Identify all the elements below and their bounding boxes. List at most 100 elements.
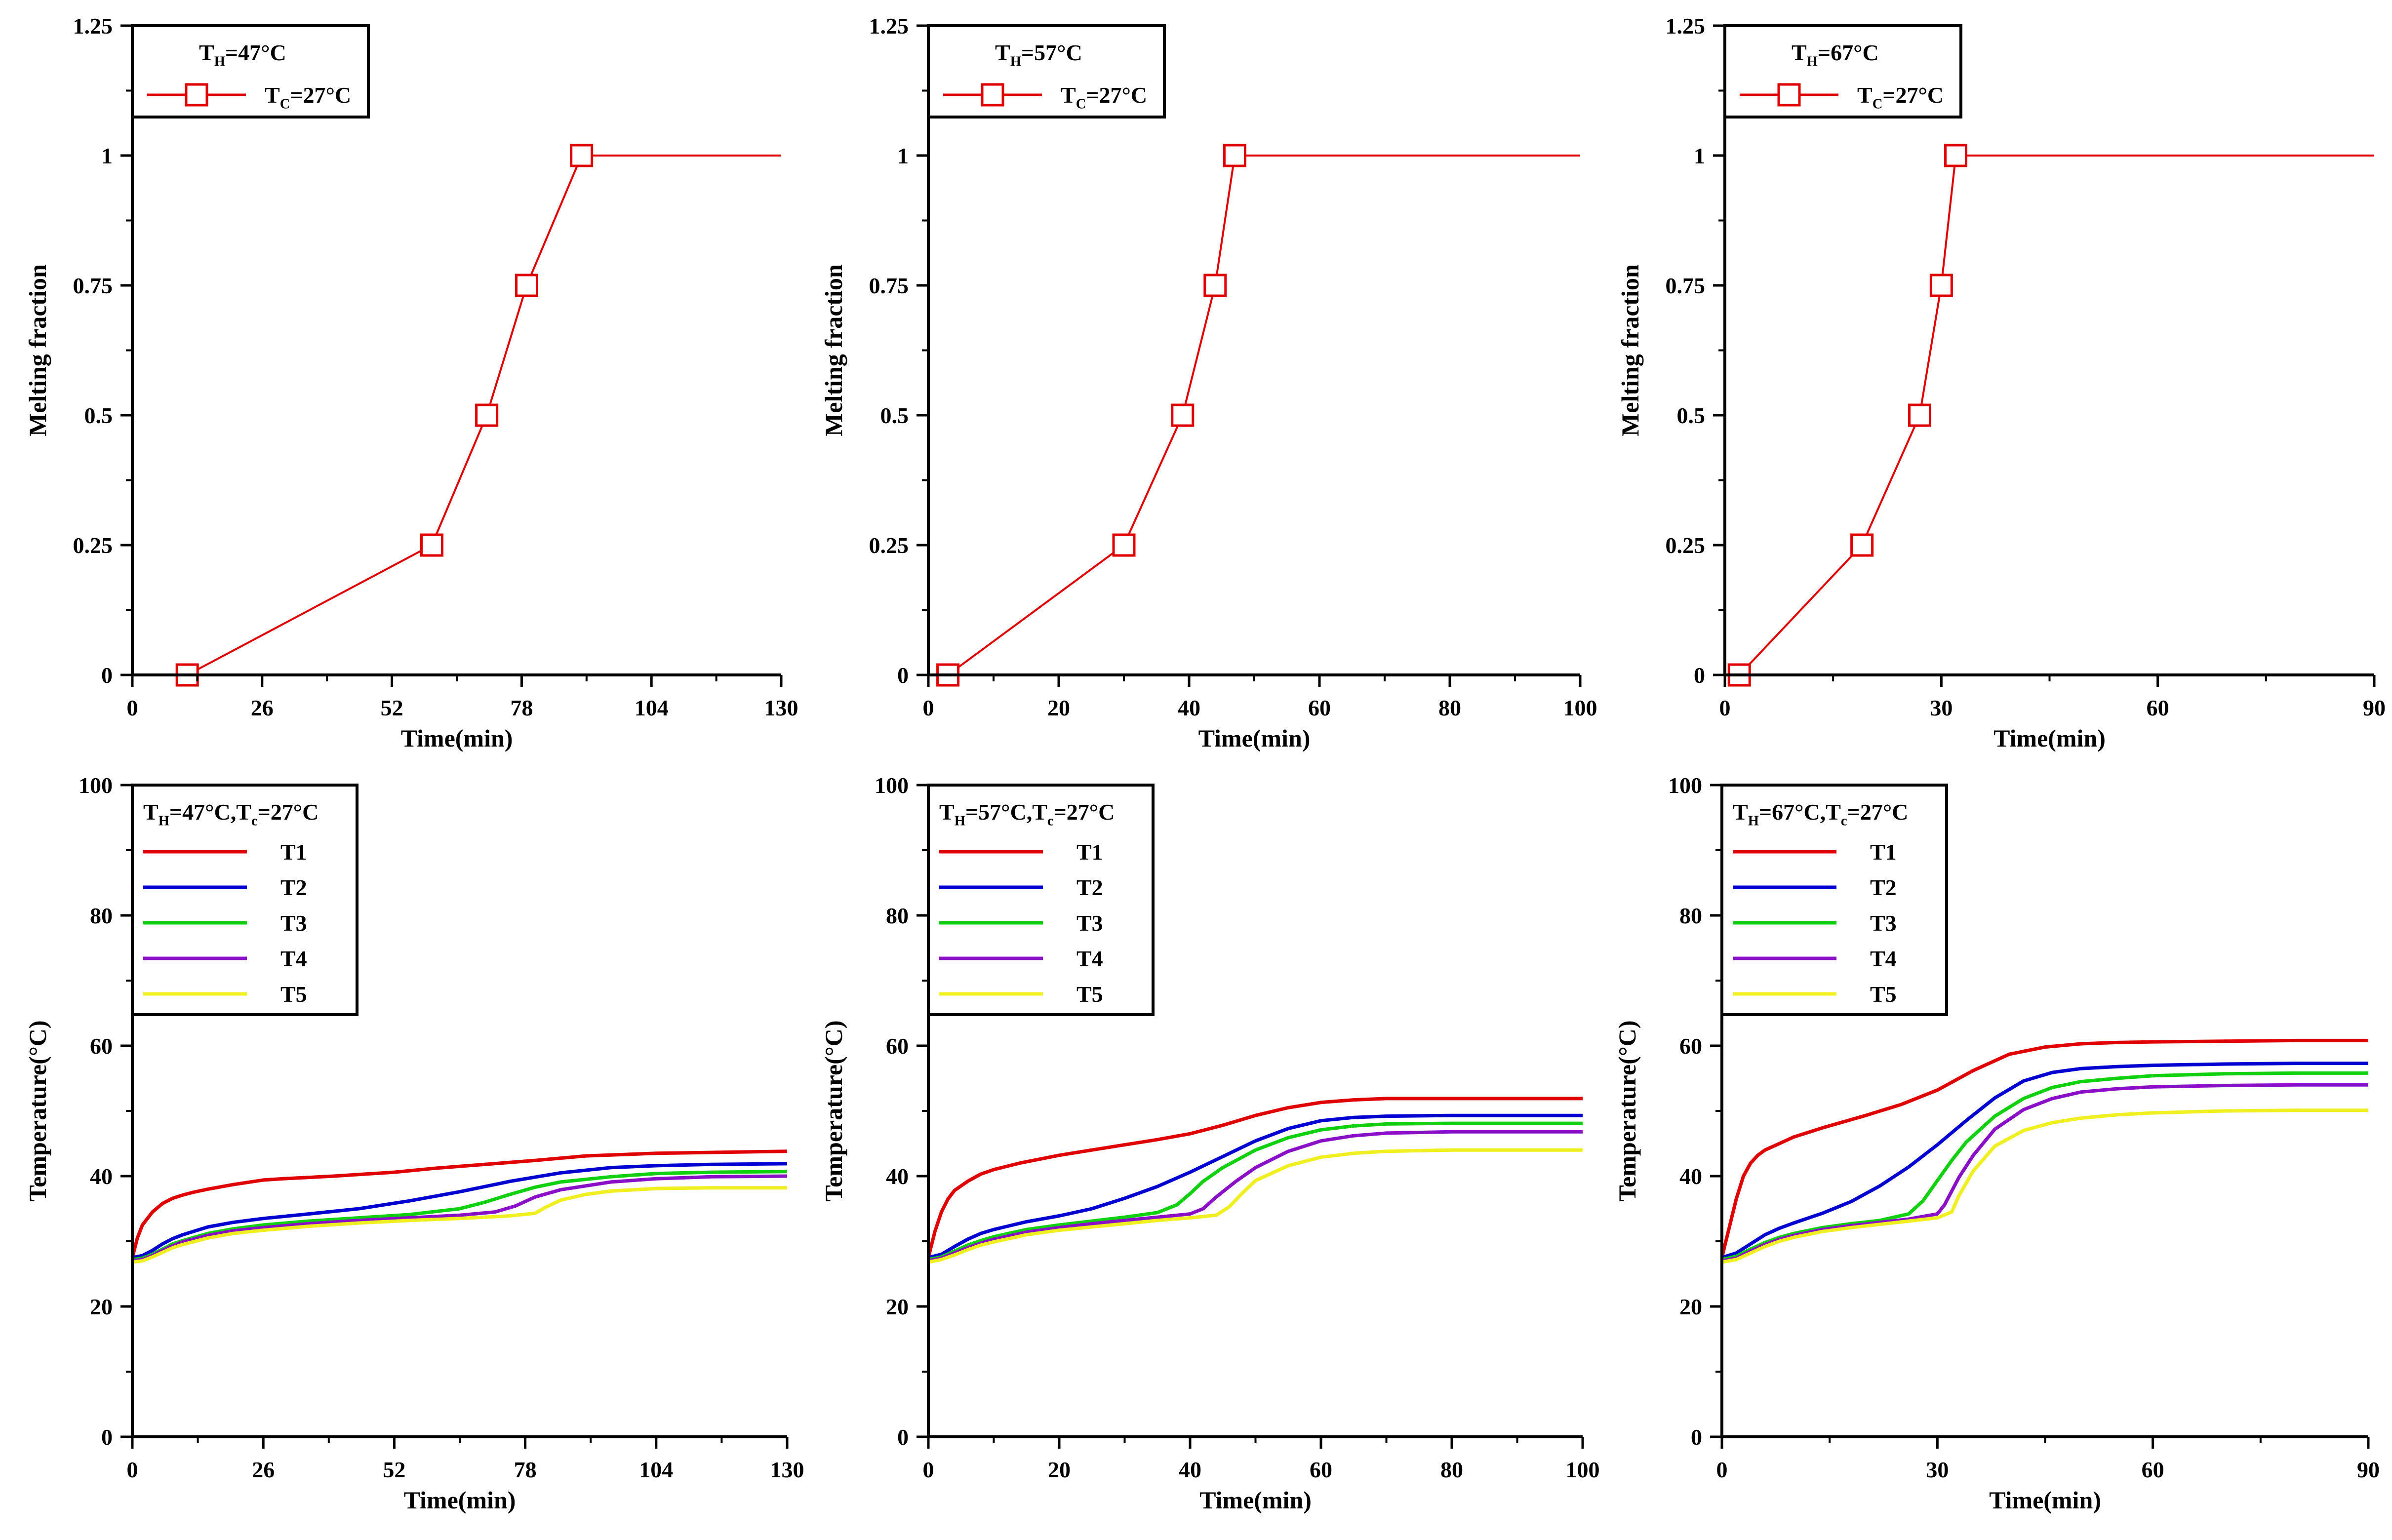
- x-tick-label: 0: [127, 695, 138, 720]
- data-point-marker: [1929, 274, 1953, 297]
- y-tick-label: 0.25: [869, 533, 909, 558]
- x-tick-label: 40: [1179, 1457, 1201, 1482]
- legend-label-t4: T4: [1076, 946, 1103, 971]
- series-line-t3: [1721, 1071, 2368, 1262]
- legend-box: [1723, 24, 1962, 118]
- x-tick-label: 26: [252, 1457, 275, 1482]
- y-tick-label: 100: [1668, 773, 1702, 798]
- x-axis-label: Time(min): [1199, 1486, 1312, 1514]
- y-tick-label: 1: [897, 143, 909, 168]
- x-tick-label: 104: [635, 695, 669, 720]
- chart-panel-1: 0 0.25 0.5 0.75 1 1.25 0 26 52 78 104 130 Time(min) M…: [24, 13, 798, 752]
- series-line-t5: [132, 1186, 787, 1264]
- x-tick-label: 78: [510, 695, 533, 720]
- y-tick-label: 60: [90, 1033, 113, 1059]
- series-line-t3: [928, 1121, 1583, 1262]
- data-point-marker: [420, 533, 443, 557]
- data-point-marker: [515, 274, 539, 297]
- y-tick-label: 0.5: [880, 403, 909, 428]
- legend-box: [131, 784, 359, 1016]
- y-tick-label: 0: [1691, 1424, 1702, 1450]
- x-axis-label: Time(min): [1198, 724, 1311, 752]
- x-tick-label: 130: [770, 1457, 804, 1482]
- legend-title: TH=67°C,Tc=27°C: [1733, 799, 1908, 829]
- data-point-marker: [1223, 144, 1246, 167]
- y-tick-label: 0: [101, 1424, 113, 1450]
- chart-panel-4: 0 20 40 60 80 100 0 26 52 78 104 130 Time(min) Temper…: [24, 773, 804, 1514]
- series-line-t2: [928, 1113, 1583, 1260]
- legend-label-t5: T5: [1870, 982, 1897, 1007]
- legend: TH=57°C,Tc=27°C T1 T2 T3 T4 T5: [927, 784, 1155, 1016]
- y-tick-label: 80: [1679, 903, 1702, 928]
- legend: TH=57°C TC=27°C: [927, 24, 1166, 118]
- x-tick-label: 60: [1310, 1457, 1332, 1482]
- y-tick-label: 1: [101, 143, 113, 168]
- x-axis-label: Time(min): [1993, 724, 2106, 752]
- y-axis-label: Melting fraction: [24, 264, 51, 436]
- x-tick-label: 80: [1440, 1457, 1463, 1482]
- y-tick-label: 40: [886, 1164, 909, 1189]
- x-tick-label: 0: [127, 1457, 138, 1482]
- legend-label-t2: T2: [1076, 875, 1103, 900]
- x-tick-label: 40: [1178, 695, 1200, 720]
- x-tick-label: 0: [923, 1457, 934, 1482]
- series-line-t1: [130, 1149, 788, 1258]
- series-line-t4: [928, 1130, 1583, 1263]
- x-tick-label: 20: [1048, 1457, 1071, 1482]
- x-tick-label: 20: [1047, 695, 1070, 720]
- y-axis-label: Temperature(°C): [24, 1020, 51, 1201]
- legend-marker: [981, 83, 1004, 107]
- series-line-t-c-27-c: [1738, 155, 2374, 676]
- y-tick-label: 60: [1679, 1033, 1702, 1059]
- x-tick-label: 60: [2142, 1457, 2164, 1482]
- x-axis-label: Time(min): [404, 1486, 516, 1514]
- y-axis-label: Temperature(°C): [1613, 1020, 1641, 1201]
- series-line-t-c-27-c: [187, 155, 781, 676]
- legend: TH=47°C TC=27°C: [131, 24, 370, 118]
- legend-label-t4: T4: [1870, 946, 1897, 971]
- x-tick-label: 52: [381, 695, 403, 720]
- legend-entry-label: TC=27°C: [1061, 82, 1147, 112]
- x-tick-label: 104: [639, 1457, 673, 1482]
- x-tick-label: 60: [1308, 695, 1331, 720]
- series-line-t4: [1721, 1083, 2368, 1263]
- x-tick-label: 30: [1930, 695, 1953, 720]
- legend-label-t1: T1: [1870, 839, 1897, 865]
- y-tick-label: 100: [79, 773, 113, 798]
- legend-box: [927, 784, 1155, 1016]
- y-tick-label: 1.25: [73, 13, 113, 39]
- y-tick-label: 80: [886, 903, 909, 928]
- legend: TH=47°C,Tc=27°C T1 T2 T3 T4 T5: [131, 784, 359, 1016]
- x-axis-label: Time(min): [1989, 1486, 2101, 1514]
- series-line-t4: [132, 1174, 788, 1263]
- y-tick-label: 0: [897, 663, 909, 688]
- y-tick-label: 100: [875, 773, 909, 798]
- legend-marker: [1777, 83, 1801, 107]
- y-tick-label: 80: [90, 903, 113, 928]
- y-tick-label: 0.5: [84, 403, 113, 428]
- y-axis-label: Temperature(°C): [820, 1020, 847, 1201]
- series-line-t2: [1721, 1062, 2368, 1260]
- legend-label-t1: T1: [280, 839, 307, 865]
- x-tick-label: 100: [1566, 1457, 1600, 1482]
- legend-label-t2: T2: [280, 875, 307, 900]
- legend: TH=67°C TC=27°C: [1723, 24, 1962, 118]
- series-line-t1: [1720, 1038, 2368, 1258]
- chart-panel-2: 0 0.25 0.5 0.75 1 1.25 0 20 40 60 80 100 Time(min) Me…: [820, 13, 1597, 752]
- y-tick-label: 0.75: [869, 273, 909, 298]
- data-point-marker: [1850, 533, 1874, 557]
- y-axis-label: Melting fraction: [1616, 264, 1644, 436]
- data-point-marker: [570, 144, 594, 167]
- x-tick-label: 0: [1716, 1457, 1728, 1482]
- data-point-marker: [1908, 403, 1931, 427]
- legend-entry-label: TC=27°C: [1857, 82, 1944, 112]
- x-tick-label: 60: [2147, 695, 2169, 720]
- legend-box: [927, 24, 1166, 118]
- legend-label-t5: T5: [1076, 982, 1103, 1007]
- series-line-t1: [926, 1097, 1583, 1258]
- y-tick-label: 0.5: [1677, 403, 1706, 428]
- x-tick-label: 0: [1719, 695, 1731, 720]
- y-tick-label: 0: [897, 1424, 909, 1450]
- data-point-marker: [1944, 144, 1968, 167]
- legend: TH=67°C,Tc=27°C T1 T2 T3 T4 T5: [1720, 784, 1948, 1016]
